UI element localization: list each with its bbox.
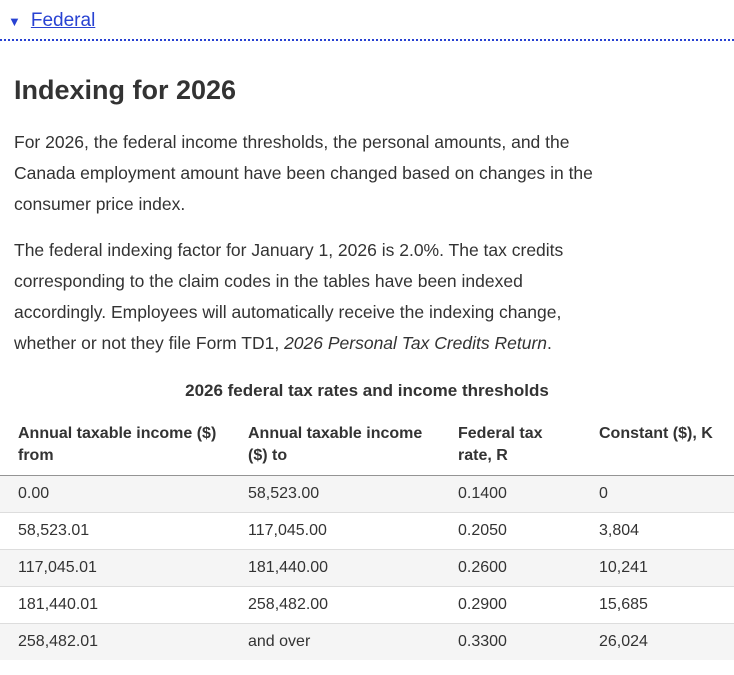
table-header-row: Annual taxable income ($) from Annual ta… — [0, 417, 734, 476]
federal-tax-rates-table: 2026 federal tax rates and income thresh… — [0, 381, 734, 660]
table-cell: 58,523.01 — [18, 522, 90, 539]
table-cell: 117,045.00 — [248, 522, 327, 539]
table-row: 117,045.01 181,440.00 0.2600 10,241 — [0, 549, 734, 587]
paragraph-line: Canada employment amount have been chang… — [14, 163, 593, 183]
sentence-period: . — [547, 333, 552, 353]
paragraph-line: For 2026, the federal income thresholds,… — [14, 132, 570, 152]
details-summary-federal[interactable]: ▼ Federal — [0, 0, 734, 41]
table-cell: 10,241 — [599, 559, 648, 576]
table-cell: 0.2900 — [458, 596, 507, 613]
table-cell: 117,045.01 — [18, 559, 97, 576]
table-cell: 258,482.00 — [248, 596, 329, 613]
table-cell: 0.1400 — [458, 485, 507, 502]
paragraph-line: accordingly. Employees will automaticall… — [14, 302, 562, 322]
column-header-income-from: Annual taxable income ($) from — [0, 417, 230, 476]
federal-accordion-link[interactable]: Federal — [30, 10, 96, 32]
table-cell: 181,440.01 — [18, 596, 99, 613]
paragraph-line: whether or not they file Form TD1, 2026 … — [14, 328, 734, 359]
form-name-italic: 2026 Personal Tax Credits Return — [284, 333, 548, 353]
table-cell: 258,482.01 — [18, 633, 99, 650]
table-cell: 0.2050 — [458, 522, 507, 539]
paragraph-line: consumer price index. — [14, 194, 186, 214]
paragraph-indexing-intro: For 2026, the federal income thresholds,… — [14, 127, 734, 220]
table-cell: 0.2600 — [458, 559, 507, 576]
details-marker-icon: ▼ — [8, 14, 21, 29]
table-cell: and over — [248, 633, 311, 650]
column-header-tax-rate: Federal tax rate, R — [440, 417, 581, 476]
table-cell: 3,804 — [599, 522, 640, 539]
table-cell: 181,440.00 — [248, 559, 329, 576]
paragraph-indexing-factor: The federal indexing factor for January … — [14, 235, 734, 359]
table-row: 58,523.01 117,045.00 0.2050 3,804 — [0, 512, 734, 550]
table-cell: 0.00 — [18, 485, 50, 502]
table-cell: 0 — [599, 485, 608, 502]
table-cell: 26,024 — [599, 633, 648, 650]
form-td1-text: whether or not they file Form TD1, — [14, 333, 285, 353]
paragraph-line: corresponding to the claim codes in the … — [14, 271, 523, 291]
table-caption: 2026 federal tax rates and income thresh… — [185, 381, 549, 400]
paragraph-line: The federal indexing factor for January … — [14, 240, 564, 260]
section-heading: Indexing for 2026 — [14, 75, 237, 105]
table-row: 258,482.01 and over 0.3300 26,024 — [0, 623, 734, 660]
column-header-income-to: Annual taxable income ($) to — [230, 417, 440, 476]
table-cell: 15,685 — [599, 596, 648, 613]
table-row: 181,440.01 258,482.00 0.2900 15,685 — [0, 586, 734, 624]
column-header-constant: Constant ($), K — [581, 417, 734, 476]
table-cell: 58,523.00 — [248, 485, 320, 502]
table-cell: 0.3300 — [458, 633, 507, 650]
table-row: 0.00 58,523.00 0.1400 0 — [0, 475, 734, 513]
